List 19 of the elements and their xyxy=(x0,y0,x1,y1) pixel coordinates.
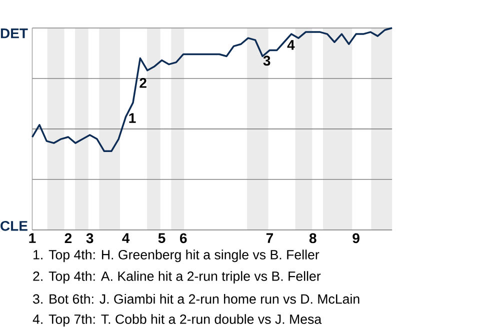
x-tick-label: 2 xyxy=(64,233,72,244)
annotation: 1 xyxy=(129,113,136,124)
x-tick-label: 6 xyxy=(180,233,187,244)
text: 4. Top 7th: T. Cobb hit a 2-run double vs J. Mesa xyxy=(32,314,322,327)
ref-line-label: CLE xyxy=(0,221,28,232)
text: 3. Bot 6th: J. Giambi hit a 2-run home run vs D. McLain xyxy=(33,294,360,304)
annotation: 2 xyxy=(140,78,146,88)
x-tick-label: 1 xyxy=(29,233,36,244)
x-tick-label: 5 xyxy=(158,233,166,244)
x-tick-label: 7 xyxy=(266,233,273,244)
x-tick-label: 8 xyxy=(309,233,316,244)
text: 2. Top 4th: A. Kaline hit a 2-run triple vs B. Feller xyxy=(33,271,321,284)
x-tick-label: 9 xyxy=(352,233,360,244)
ref-line-label: DET xyxy=(0,28,28,38)
text: 1. Top 4th: H. Greenberg hit a single vs B. Feller xyxy=(34,250,320,262)
x-tick-label: 4 xyxy=(122,233,130,244)
annotation: 4 xyxy=(287,40,295,50)
annotation: 3 xyxy=(263,56,270,66)
x-tick-label: 3 xyxy=(86,233,94,244)
